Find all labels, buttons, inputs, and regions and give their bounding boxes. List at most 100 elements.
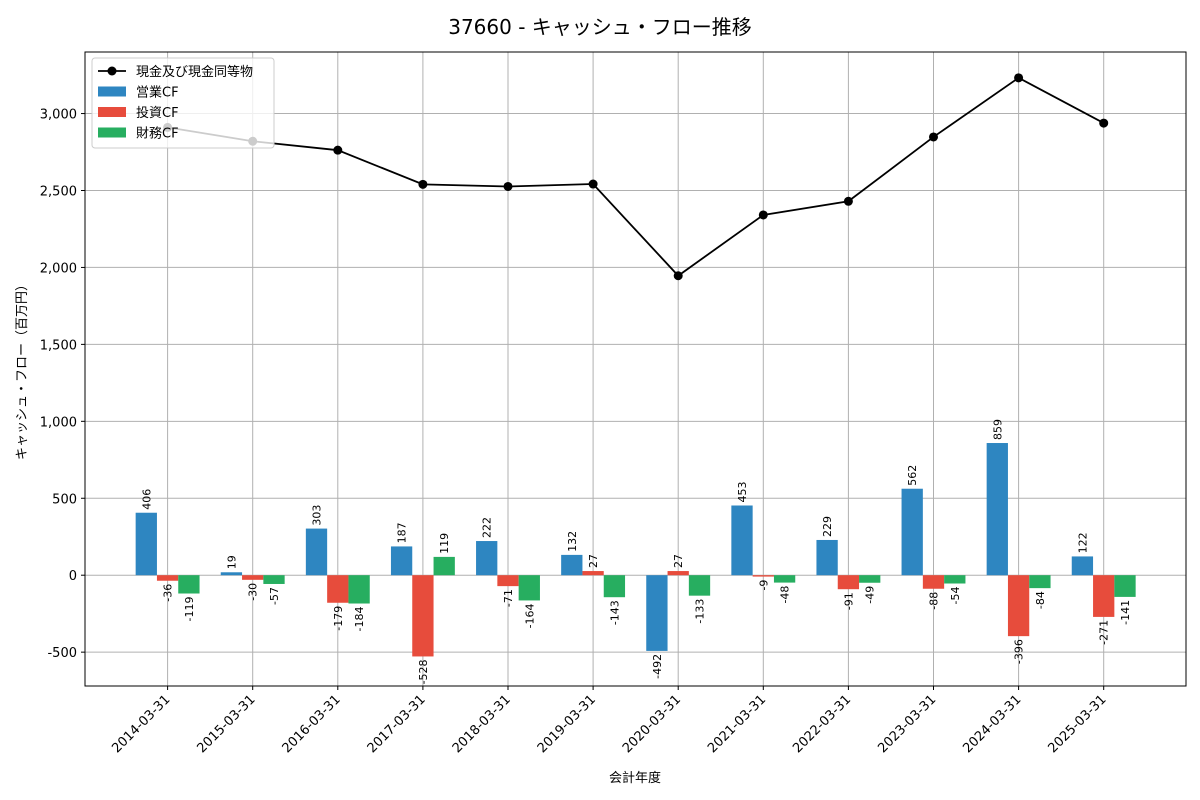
cash-line-path xyxy=(167,76,1105,277)
x-tick-label: 2025-03-31 xyxy=(1045,692,1109,756)
bar-value-label: -396 xyxy=(1013,639,1026,664)
bar-投資CF xyxy=(752,575,774,577)
bar-value-label: -492 xyxy=(651,654,664,679)
bar-投資CF xyxy=(156,575,179,581)
cash-line-point xyxy=(929,132,938,142)
bar-value-label: 122 xyxy=(1076,532,1089,553)
bar-投資CF xyxy=(1007,575,1030,637)
bar-value-label: -91 xyxy=(842,592,855,610)
bar-value-label: -119 xyxy=(183,597,196,622)
bar-財務CF xyxy=(433,556,455,576)
cash-line-point xyxy=(758,210,768,220)
x-tick-label: 2021-03-31 xyxy=(705,692,769,756)
legend-swatch xyxy=(98,127,126,138)
x-axis-label: 会計年度 xyxy=(609,770,661,786)
cash-line xyxy=(163,73,1109,281)
cash-line-point xyxy=(843,196,853,206)
bar-投資CF xyxy=(667,571,689,576)
cash-line-point xyxy=(673,271,683,281)
bar-営業CF xyxy=(646,575,668,651)
bar-value-label: -57 xyxy=(268,587,281,605)
bar-value-label: 19 xyxy=(225,555,238,569)
bar-財務CF xyxy=(263,575,285,584)
y-axis-label: キャッシュ・フロー（百万円） xyxy=(15,278,30,460)
y-tick-label: 0 xyxy=(69,569,77,584)
bar-財務CF xyxy=(944,575,966,584)
bar-value-label: -48 xyxy=(779,586,792,604)
bar-投資CF xyxy=(497,575,519,587)
bar-財務CF xyxy=(518,575,540,601)
legend-box xyxy=(91,57,275,149)
x-tick-label: 2016-03-31 xyxy=(280,692,344,756)
bar-value-label: -143 xyxy=(608,600,621,625)
x-tick-label: 2015-03-31 xyxy=(194,692,258,756)
legend-label: 現金及び現金同等物 xyxy=(136,64,253,80)
cash-line-point xyxy=(1099,118,1109,128)
bar-営業CF xyxy=(305,528,328,576)
y-tick-label: 500 xyxy=(52,492,77,507)
bar-value-label: 27 xyxy=(672,554,685,568)
bar-投資CF xyxy=(412,575,434,657)
bar-財務CF xyxy=(603,575,626,598)
bar-投資CF xyxy=(1093,575,1115,617)
bar-value-label: 859 xyxy=(991,419,1004,440)
bar-財務CF xyxy=(1029,575,1051,589)
bar-value-label: 562 xyxy=(906,465,919,486)
bar-営業CF xyxy=(901,488,923,576)
legend-label: 投資CF xyxy=(136,105,179,121)
bar-投資CF xyxy=(837,575,860,590)
bar-value-label: -9 xyxy=(757,580,770,591)
plot-frame xyxy=(84,51,1187,687)
legend-marker xyxy=(107,66,117,76)
bar-投資CF xyxy=(242,575,264,580)
bar-value-label: -88 xyxy=(928,592,941,610)
x-tick-label: 2020-03-31 xyxy=(620,692,684,756)
bar-value-label: 222 xyxy=(481,517,494,538)
bar-value-label: 27 xyxy=(587,554,600,568)
bar-財務CF xyxy=(178,575,200,594)
bar-財務CF xyxy=(688,575,711,596)
x-tick-label: 2019-03-31 xyxy=(535,692,599,756)
y-tick-label: 3,000 xyxy=(40,108,77,123)
y-tick-label: 2,000 xyxy=(40,261,77,276)
bar-財務CF xyxy=(859,575,881,583)
bar-営業CF xyxy=(816,539,838,576)
bar-value-label: -49 xyxy=(864,586,877,604)
bar-value-label: -179 xyxy=(332,606,345,631)
bar-財務CF xyxy=(1114,575,1136,597)
x-tick-label: 2014-03-31 xyxy=(109,692,173,756)
bar-投資CF xyxy=(922,575,945,589)
chart-title: 37660 - キャッシュ・フロー推移 xyxy=(448,15,752,39)
bar-営業CF xyxy=(220,572,243,576)
cash-line-point xyxy=(1014,73,1024,83)
bars xyxy=(135,443,1136,657)
y-tick-label: 1,500 xyxy=(40,338,77,353)
bar-value-label: -30 xyxy=(247,583,260,601)
legend-label: 営業CF xyxy=(136,85,179,101)
bar-営業CF xyxy=(476,541,498,576)
bar-value-label: -36 xyxy=(162,584,175,602)
y-tick-label: 2,500 xyxy=(40,184,77,199)
x-tick-label: 2017-03-31 xyxy=(365,692,429,756)
bar-value-label: 453 xyxy=(736,481,749,502)
bar-営業CF xyxy=(561,554,583,576)
bar-value-label: -141 xyxy=(1119,600,1132,625)
bar-value-label: 187 xyxy=(396,522,409,543)
bar-value-label: -528 xyxy=(417,659,430,684)
bar-value-label: -164 xyxy=(523,603,536,628)
bar-value-label: -271 xyxy=(1098,620,1111,645)
legend-label: 財務CF xyxy=(136,127,179,142)
bar-value-label: -184 xyxy=(353,607,366,632)
bar-value-label: -54 xyxy=(949,587,962,605)
axes: -500 0 500 1,000 1,500 2,000 2,500 3,000 2014-03… xyxy=(40,108,1110,757)
bar-value-label: 132 xyxy=(566,531,579,552)
bar-財務CF xyxy=(348,575,370,604)
y-tick-label: 1,000 xyxy=(40,415,77,430)
bar-value-label: 119 xyxy=(438,533,451,554)
cash-line-point xyxy=(333,145,343,155)
bar-value-label: 303 xyxy=(311,505,324,526)
cash-line-point xyxy=(588,179,598,189)
legend-swatch xyxy=(98,86,126,97)
